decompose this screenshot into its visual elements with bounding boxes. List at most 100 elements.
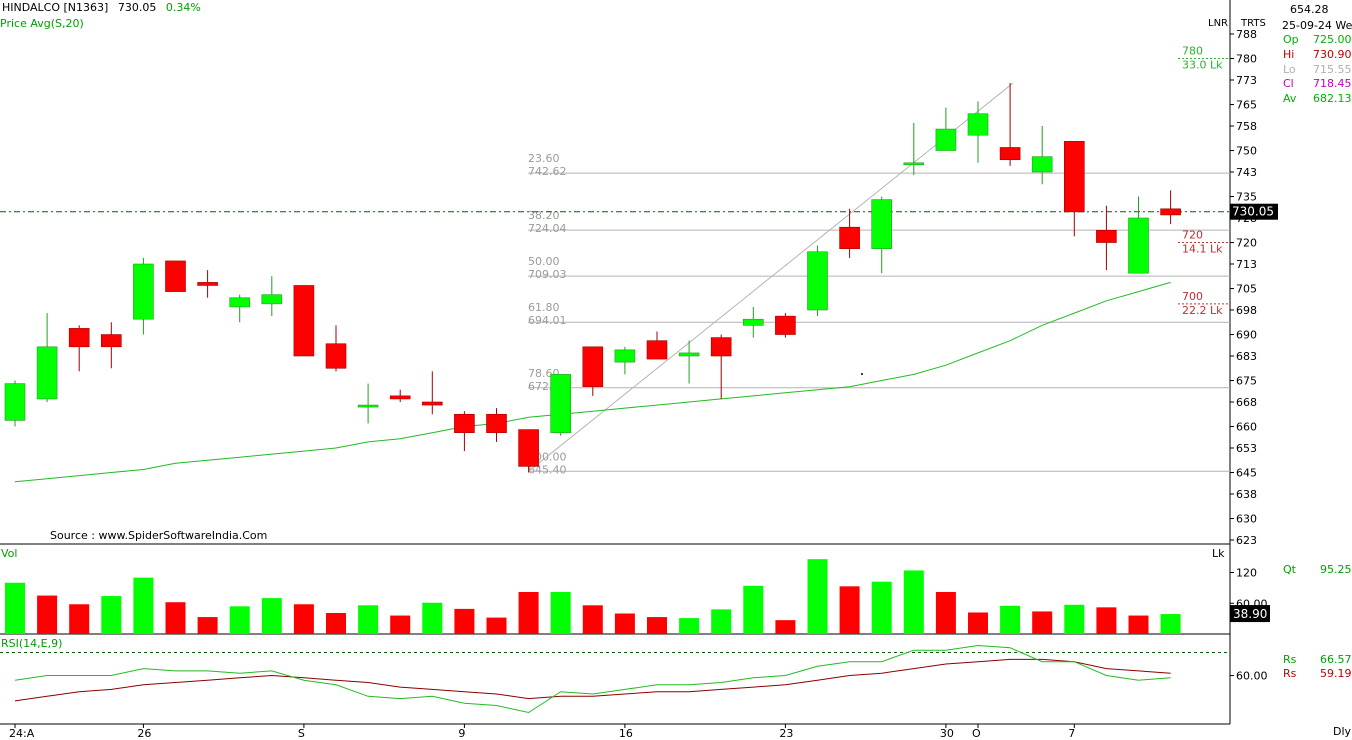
volume-bar xyxy=(422,602,443,634)
price-tick-label: 765 xyxy=(1236,99,1257,112)
x-tick-label: 9 xyxy=(458,727,465,740)
volume-bar xyxy=(69,604,90,634)
candle-body xyxy=(967,113,989,136)
candle-body xyxy=(4,383,26,421)
price-tick-label: 638 xyxy=(1236,488,1257,501)
volume-bar xyxy=(518,591,539,634)
oi-value-label: 22.2 Lk xyxy=(1182,304,1223,317)
oi-strike-label: 720 xyxy=(1182,229,1203,242)
volume-bar xyxy=(968,612,988,634)
volume-bar xyxy=(261,598,282,634)
x-tick-label: 30 xyxy=(940,727,954,740)
candle-body xyxy=(999,147,1021,161)
price-tick-label: 735 xyxy=(1236,191,1257,204)
volume-bar xyxy=(101,596,122,634)
price-tick-label: 653 xyxy=(1236,442,1257,455)
volume-bar xyxy=(133,577,154,634)
candle-body xyxy=(710,337,732,357)
ohlc-label: Lo xyxy=(1283,62,1296,76)
volume-bar xyxy=(775,620,796,634)
change-percent: 0.34% xyxy=(165,1,201,14)
candle-body xyxy=(293,285,315,357)
price-tick-label: 630 xyxy=(1236,513,1257,526)
ohlc-value: 730.90 xyxy=(1313,47,1352,61)
price-tick-label: 623 xyxy=(1236,534,1257,547)
candle-body xyxy=(646,340,668,360)
qt-label: Qt xyxy=(1283,563,1296,576)
candle-body xyxy=(357,404,379,408)
volume-bar xyxy=(1064,604,1085,634)
candle-body xyxy=(1128,217,1149,274)
volume-bar xyxy=(679,618,700,634)
volume-tick-label: 120 xyxy=(1236,567,1257,580)
candle-body xyxy=(614,349,636,363)
candle-body xyxy=(133,263,154,320)
candle-body xyxy=(421,401,443,406)
last-price-box-label: 730.05 xyxy=(1232,205,1274,219)
rsi-signal-line xyxy=(14,658,1171,702)
candle-body xyxy=(389,395,411,400)
rs2-label: Rs xyxy=(1283,667,1297,680)
volume-bar xyxy=(326,612,346,634)
candle-body xyxy=(1096,229,1117,243)
candle-body xyxy=(742,318,764,326)
qt-value: 95.25 xyxy=(1320,563,1352,576)
price-tick-label: 690 xyxy=(1236,329,1257,342)
candle-body xyxy=(1064,141,1085,213)
candle-body xyxy=(101,334,122,348)
timeframe-label: Dly xyxy=(1333,725,1352,738)
price-tick-label: 675 xyxy=(1236,375,1257,388)
price-tick-label: 668 xyxy=(1236,396,1257,409)
candle-body xyxy=(871,199,893,249)
volume-bar xyxy=(486,617,507,634)
volume-bar xyxy=(839,586,860,634)
candle-body xyxy=(807,251,828,311)
volume-bar xyxy=(582,605,603,634)
volume-bar xyxy=(5,582,25,634)
candle-body xyxy=(582,346,604,387)
column-trts: TRTS xyxy=(1241,18,1266,29)
sma-20-line xyxy=(14,281,1171,483)
price-tick-label: 705 xyxy=(1236,283,1257,296)
volume-bar xyxy=(1032,611,1053,634)
oi-strike-label: 700 xyxy=(1182,290,1203,303)
volume-bar xyxy=(871,581,892,634)
x-tick-label: 23 xyxy=(779,727,793,740)
rs1-label: Rs xyxy=(1283,653,1297,666)
rsi-panel-label: RSI(14,E,9) xyxy=(1,637,63,650)
candle-body xyxy=(68,328,90,348)
indicator-label: Price Avg(S,20) xyxy=(0,17,84,30)
chart-dot xyxy=(861,373,863,375)
volume-bar xyxy=(807,559,828,634)
fib-level-percent: 23.60 xyxy=(528,152,560,165)
volume-panel-label: Vol xyxy=(1,547,18,560)
price-tick-label: 773 xyxy=(1236,74,1257,87)
bar-date: 25-09-24 We xyxy=(1282,19,1352,32)
candle-body xyxy=(261,294,283,305)
source-text: Source : www.SpiderSoftwareIndia.Com xyxy=(50,529,268,542)
price-tick-label: 720 xyxy=(1236,237,1257,250)
oi-value-label: 14.1 Lk xyxy=(1182,243,1223,256)
fib-level-percent: 38.20 xyxy=(528,209,560,222)
rs1-value: 66.57 xyxy=(1320,653,1352,666)
volume-bar xyxy=(903,570,924,634)
candle-body xyxy=(197,282,218,286)
candle-body xyxy=(229,297,250,308)
candle-body xyxy=(454,413,475,433)
price-tick-label: 683 xyxy=(1236,350,1257,363)
price-tick-label: 788 xyxy=(1236,28,1257,41)
fib-level-percent: 61.80 xyxy=(528,301,560,314)
symbol-name: HINDALCO [N1363] xyxy=(2,1,109,14)
ohlc-label: Cl xyxy=(1283,77,1294,91)
rsi-line xyxy=(14,644,1171,714)
ohlc-label: Av xyxy=(1283,92,1297,106)
volume-bar xyxy=(935,591,956,634)
x-tick-label: O xyxy=(972,727,981,740)
fib-level-percent: 50.00 xyxy=(528,255,560,268)
candle-body xyxy=(839,226,860,249)
volume-bar xyxy=(37,595,58,634)
ohlc-value: 682.13 xyxy=(1313,92,1352,106)
price-tick-label: 698 xyxy=(1236,304,1257,317)
volume-bar xyxy=(390,615,411,634)
